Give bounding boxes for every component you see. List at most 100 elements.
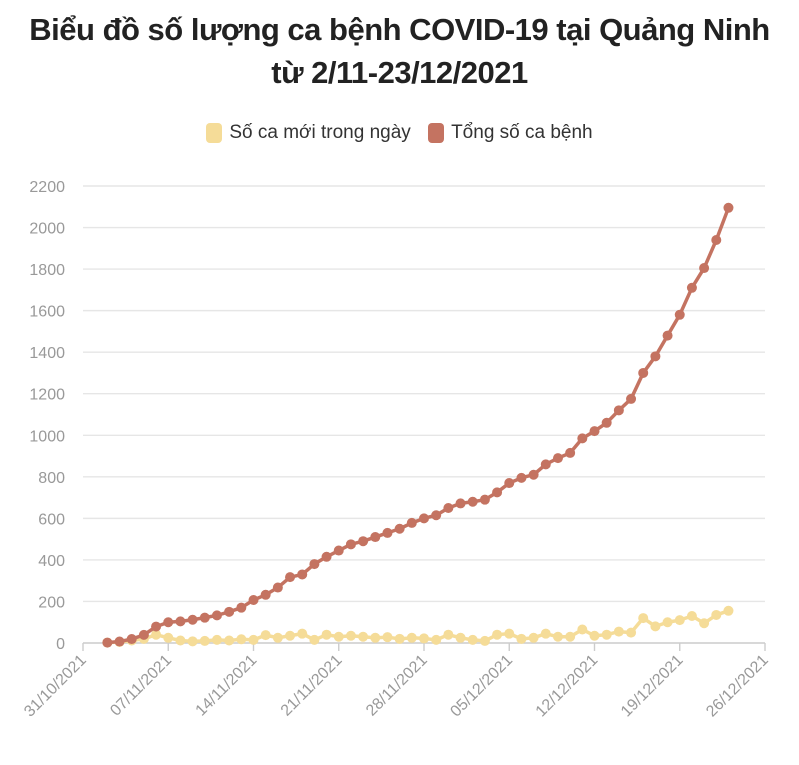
legend-item-total-cases[interactable]: Tổng số ca bệnh: [428, 122, 593, 144]
series-total-cases: [102, 202, 734, 648]
new-cases-point: [309, 634, 320, 645]
total-cases-point: [711, 235, 722, 246]
x-tick-label: 21/11/2021: [278, 652, 346, 720]
new-cases-point: [552, 631, 563, 642]
gridlines: [83, 185, 765, 644]
total-cases-point: [528, 469, 539, 480]
new-cases-point: [674, 615, 685, 626]
new-cases-point: [601, 629, 612, 640]
legend-label-total-cases: Tổng số ca bệnh: [451, 122, 593, 143]
total-cases-point: [126, 634, 137, 645]
y-tick-label: 0: [56, 636, 65, 653]
y-tick-label: 2000: [29, 221, 65, 238]
total-cases-point: [686, 282, 697, 293]
y-tick-label: 600: [38, 511, 65, 528]
total-cases-point: [504, 478, 515, 489]
y-tick-label: 800: [38, 470, 65, 487]
new-cases-line: [107, 609, 730, 645]
new-cases-point: [211, 634, 222, 645]
new-cases-point: [577, 624, 588, 635]
y-tick-label: 400: [38, 553, 65, 570]
new-cases-point: [455, 632, 466, 643]
x-tick-label: 26/12/2021: [703, 652, 772, 721]
legend-swatch-new-cases: [206, 123, 223, 143]
total-cases-point: [674, 309, 685, 320]
total-cases-point: [577, 433, 588, 444]
total-cases-point: [285, 572, 296, 583]
chart-title: Biểu đồ số lượng ca bệnh COVID-19 tại Qu…: [0, 8, 799, 94]
total-cases-point: [650, 351, 661, 362]
total-cases-line: [107, 207, 731, 645]
total-cases-point: [345, 539, 356, 550]
new-cases-point: [662, 617, 673, 628]
new-cases-point: [187, 636, 198, 647]
series-layer: [102, 202, 734, 648]
new-cases-point: [565, 631, 576, 642]
total-cases-point: [443, 502, 454, 513]
total-cases-point: [552, 453, 563, 464]
new-cases-point: [626, 627, 637, 638]
new-cases-point: [163, 632, 174, 643]
total-cases-point: [151, 621, 162, 632]
total-cases-point: [601, 417, 612, 428]
chart-title-line-2: từ 2/11-23/12/2021: [271, 55, 528, 90]
new-cases-point: [333, 631, 344, 642]
y-tick-label: 2200: [29, 179, 65, 196]
total-cases-point: [431, 510, 442, 521]
new-cases-point: [686, 610, 697, 621]
new-cases-point: [248, 634, 259, 645]
x-tick-label: 12/12/2021: [533, 652, 602, 721]
total-cases-point: [187, 614, 198, 625]
total-cases-point: [406, 517, 417, 528]
new-cases-point: [479, 635, 490, 646]
x-tick-label: 05/12/2021: [447, 652, 516, 721]
total-cases-point: [102, 637, 113, 648]
legend-label-new-cases: Số ca mới trong ngày: [229, 122, 411, 143]
total-cases-point: [455, 498, 466, 509]
total-cases-point: [540, 459, 551, 470]
y-tick-label: 1800: [29, 262, 65, 279]
x-tick-label: 07/11/2021: [107, 652, 175, 720]
total-cases-point: [589, 426, 600, 437]
new-cases-point: [638, 613, 649, 624]
new-cases-point: [492, 629, 503, 640]
total-cases-point: [309, 559, 320, 570]
new-cases-point: [151, 629, 162, 640]
total-cases-point: [260, 589, 271, 600]
total-cases-point: [662, 330, 673, 341]
new-cases-point: [260, 630, 271, 641]
total-cases-point: [382, 527, 393, 538]
legend: Số ca mới trong ngày Tổng số ca bệnh: [0, 122, 799, 149]
total-cases-point: [358, 536, 369, 547]
new-cases-point: [650, 621, 661, 632]
x-tick-label: 14/11/2021: [193, 652, 261, 720]
total-cases-point: [272, 582, 283, 593]
new-cases-point: [297, 628, 308, 639]
new-cases-point: [443, 629, 454, 640]
total-cases-point: [248, 595, 259, 606]
total-cases-point: [236, 602, 247, 613]
total-cases-point: [723, 202, 734, 213]
new-cases-point: [406, 632, 417, 643]
y-tick-label: 1200: [29, 387, 65, 404]
new-cases-point: [589, 630, 600, 641]
new-cases-point: [394, 633, 405, 644]
new-cases-point: [516, 633, 527, 644]
y-tick-label: 200: [38, 594, 65, 611]
legend-swatch-total-cases: [428, 123, 445, 143]
total-cases-point: [321, 551, 332, 562]
new-cases-point: [382, 632, 393, 643]
new-cases-point: [358, 631, 369, 642]
total-cases-point: [163, 617, 174, 628]
x-tick-label: 31/10/2021: [21, 652, 90, 721]
new-cases-point: [504, 628, 515, 639]
new-cases-point: [272, 632, 283, 643]
y-axis: 0 200 400 600 800 1000 1200 1400 1600 1800 2000 220…: [29, 179, 65, 653]
total-cases-point: [565, 447, 576, 458]
legend-item-new-cases[interactable]: Số ca mới trong ngày: [206, 122, 411, 144]
total-cases-point: [199, 612, 210, 623]
total-cases-point: [114, 636, 125, 647]
chart-title-line-1: Biểu đồ số lượng ca bệnh COVID-19 tại Qu…: [29, 12, 770, 47]
total-cases-point: [492, 487, 503, 498]
